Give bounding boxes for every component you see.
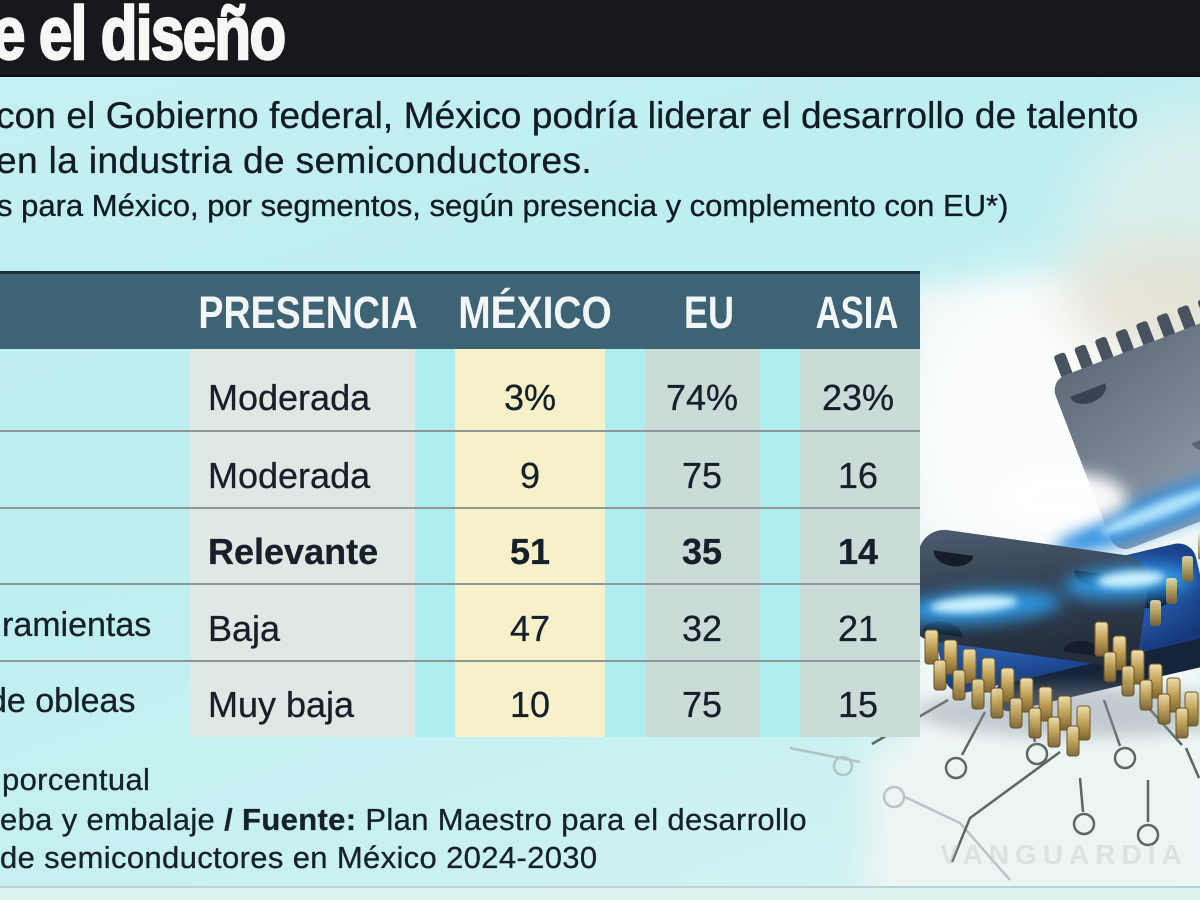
svg-text:VANGUARDIA: VANGUARDIA	[940, 839, 1188, 870]
